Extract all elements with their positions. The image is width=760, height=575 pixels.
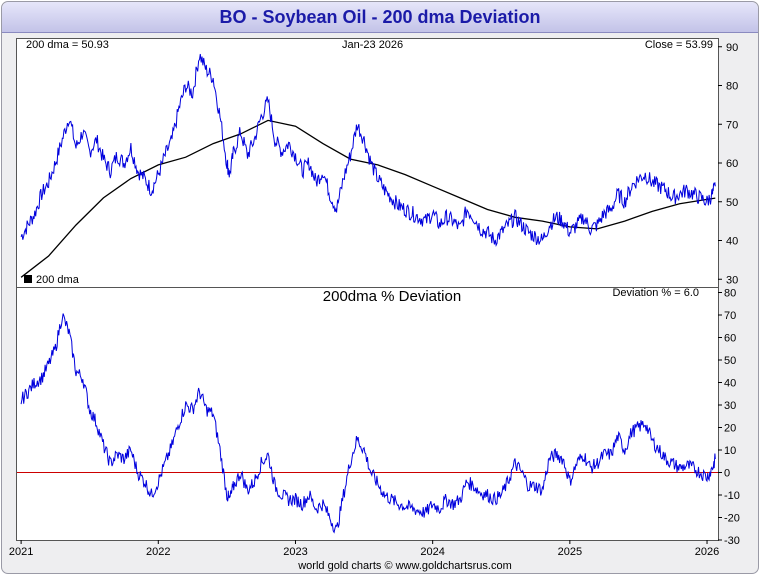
deviation-title: 200dma % Deviation [323,288,461,305]
deviation-line [20,313,716,534]
x-tick-label: 2024 [420,546,444,558]
price-tick-label: 70 [726,119,738,131]
deviation-tick-label: -20 [724,513,740,525]
price-tick-label: 90 [726,42,738,54]
deviation-tick-label: 20 [724,423,736,435]
price-tick-label: 40 [726,236,738,248]
close-value-label: Close = 53.99 [645,39,713,51]
price-tick-label: 30 [726,274,738,286]
chart-title: BO - Soybean Oil - 200 dma Deviation [219,7,541,27]
legend-label: 200 dma [36,274,80,286]
deviation-tick-label: 80 [724,288,736,300]
dma-value-label: 200 dma = 50.93 [26,39,109,51]
price-line [20,53,716,248]
price-tick-label: 60 [726,158,738,170]
title-bar: BO - Soybean Oil - 200 dma Deviation [2,2,758,33]
deviation-value-label: Deviation % = 6.0 [612,287,699,299]
x-tick-label: 2026 [695,546,719,558]
deviation-tick-label: 50 [724,355,736,367]
x-tick-label: 2023 [283,546,307,558]
price-tick-label: 80 [726,81,738,93]
deviation-tick-label: -30 [724,535,740,547]
deviation-tick-label: 30 [724,400,736,412]
deviation-tick-label: 0 [724,468,730,480]
x-tick-label: 2021 [9,546,33,558]
x-tick-label: 2022 [146,546,170,558]
footer-credit: world gold charts © www.goldchartsrus.co… [297,560,512,572]
legend-swatch [24,275,32,283]
deviation-tick-label: -10 [724,490,740,502]
deviation-tick-label: 60 [724,333,736,345]
x-tick-label: 2025 [558,546,582,558]
deviation-tick-label: 70 [724,310,736,322]
deviation-panel [16,287,719,541]
date-label: Jan-23 2026 [342,39,403,51]
price-tick-label: 50 [726,197,738,209]
deviation-tick-label: 40 [724,378,736,390]
deviation-tick-label: 10 [724,445,736,457]
